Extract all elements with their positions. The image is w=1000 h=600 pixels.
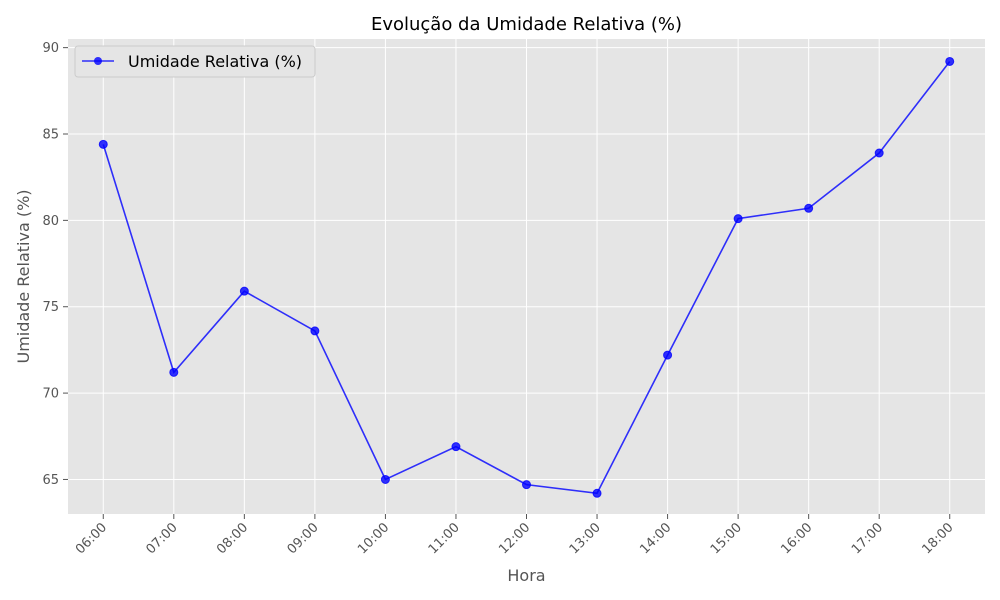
data-point-15:00: [733, 214, 743, 224]
legend-box: [74, 45, 316, 78]
data-point-10:00: [380, 474, 390, 484]
data-point-12:00: [522, 480, 531, 490]
x-tick-label: 17:00: [849, 520, 886, 557]
x-tick-label: 12:00: [496, 520, 533, 557]
x-tick-label: 18:00: [919, 520, 956, 557]
y-axis-ticks: 65 70 75 80 85 90: [42, 41, 68, 488]
x-tick-label: 13:00: [567, 520, 604, 557]
data-point-18:00: [945, 56, 955, 66]
x-axis-label: Hora: [507, 566, 545, 585]
x-tick-label: 08:00: [214, 520, 251, 557]
x-tick-label: 16:00: [778, 520, 815, 557]
data-point-06:00: [98, 139, 108, 149]
legend-label: Umidade Relativa (%): [128, 52, 302, 71]
chart-title: Evolução da Umidade Relativa (%): [371, 14, 682, 35]
x-axis-ticks: 06:00 07:00 08:00 09:00 10:00 11:00 12:00 13:00…: [73, 514, 957, 557]
x-tick-label: 14:00: [637, 520, 674, 557]
data-point-16:00: [804, 203, 814, 213]
legend-marker-swatch: [94, 57, 102, 65]
legend: Umidade Relativa (%): [74, 45, 316, 78]
y-tick-label: 85: [42, 128, 59, 143]
grid-lines: [68, 39, 985, 514]
x-tick-label: 09:00: [285, 520, 322, 557]
series-line: [98, 56, 955, 498]
y-tick-label: 70: [42, 387, 59, 402]
x-tick-label: 07:00: [144, 520, 181, 557]
data-point-11:00: [451, 442, 461, 452]
data-point-17:00: [874, 148, 884, 158]
x-tick-label: 06:00: [73, 520, 110, 557]
y-tick-label: 90: [42, 41, 59, 56]
x-tick-label: 10:00: [355, 520, 392, 557]
data-point-09:00: [310, 326, 320, 336]
data-point-08:00: [239, 286, 249, 296]
data-point-14:00: [663, 350, 673, 360]
y-axis-label: Umidade Relativa (%): [14, 189, 33, 363]
x-tick-label: 11:00: [426, 520, 463, 557]
data-point-13:00: [592, 488, 602, 498]
y-tick-label: 75: [42, 300, 59, 315]
x-tick-label: 15:00: [708, 520, 745, 557]
y-tick-label: 65: [42, 473, 59, 488]
data-point-07:00: [169, 367, 179, 377]
y-tick-label: 80: [42, 214, 59, 229]
